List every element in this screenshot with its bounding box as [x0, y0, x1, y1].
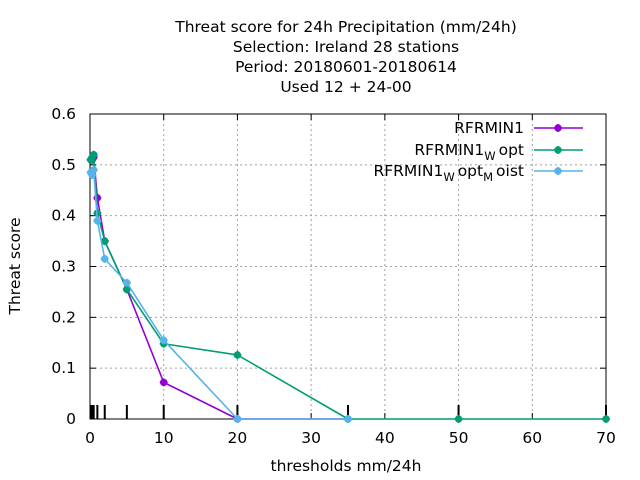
y-tick-label: 0.6 — [51, 105, 76, 123]
y-tick-label: 0.5 — [51, 156, 76, 174]
data-point — [159, 378, 168, 387]
x-tick-label: 40 — [375, 429, 395, 447]
x-axis-label: thresholds mm/24h — [271, 457, 422, 475]
grid-lines — [90, 114, 606, 419]
legend-subscript: W — [443, 170, 454, 184]
data-point — [602, 415, 610, 423]
y-axis-label: Threat score — [6, 217, 24, 315]
chart-title-line: Threat score for 24h Precipitation (mm/2… — [174, 18, 517, 36]
x-tick-label: 50 — [449, 429, 469, 447]
y-tick-label: 0.3 — [51, 258, 76, 276]
x-tick-label: 0 — [85, 429, 95, 447]
x-tick-label: 30 — [301, 429, 321, 447]
legend-text-part: RFRMIN1 — [414, 141, 484, 159]
legend-text-part: opt — [499, 141, 524, 159]
x-tick-label: 60 — [522, 429, 542, 447]
legend-label: RFRMIN1 — [454, 119, 524, 137]
plot-frame — [89, 113, 607, 420]
data-point — [100, 254, 109, 263]
legend-swatch-marker — [554, 124, 562, 132]
data-point — [93, 216, 102, 225]
x-tick-label: 10 — [154, 429, 174, 447]
legend-subscript: W — [484, 149, 495, 163]
legend-text-part: oist — [496, 162, 524, 180]
legend-label: RFRMIN1W opt — [414, 141, 524, 163]
axis-ticks: 0 10 20 30 40 50 60 70 0 0.1 0.2 0.3 0.4 0.5 0.6 — [51, 105, 616, 447]
legend-subscript: M — [483, 170, 493, 184]
series-3 — [86, 165, 352, 423]
data-point — [89, 165, 98, 174]
y-tick-label: 0 — [66, 410, 76, 428]
legend-swatch-marker — [554, 146, 562, 154]
legend-label: RFRMIN1W optM oist — [373, 162, 524, 184]
data-point — [159, 336, 168, 345]
y-tick-label: 0.1 — [51, 359, 76, 377]
legend-text-part: RFRMIN1 — [373, 162, 443, 180]
legend-text-part: opt — [458, 162, 483, 180]
legend-text-part: RFRMIN1 — [454, 119, 524, 137]
chart-title-line: Selection: Ireland 28 stations — [233, 38, 459, 56]
y-tick-label: 0.4 — [51, 207, 76, 225]
data-point — [89, 150, 98, 159]
x-tick-label: 20 — [228, 429, 248, 447]
series-line — [90, 153, 606, 420]
y-tick-label: 0.2 — [51, 308, 76, 326]
chart-title-line: Used 12 + 24-00 — [280, 78, 411, 96]
data-point — [233, 415, 242, 423]
legend-entry: RFRMIN1W opt — [414, 141, 583, 163]
data-point — [122, 278, 131, 287]
data-series — [86, 150, 610, 423]
data-point — [233, 350, 242, 359]
data-point — [344, 415, 352, 423]
legend-entry: RFRMIN1 — [454, 119, 583, 137]
chart-title-line: Period: 20180601-20180614 — [235, 58, 457, 76]
chart-title: Threat score for 24h Precipitation (mm/2… — [174, 18, 517, 96]
x-tick-label: 70 — [596, 429, 616, 447]
data-point — [454, 415, 463, 423]
axes — [89, 113, 607, 420]
legend-entry: RFRMIN1W optM oist — [373, 162, 583, 184]
legend-swatch-marker — [554, 167, 562, 175]
